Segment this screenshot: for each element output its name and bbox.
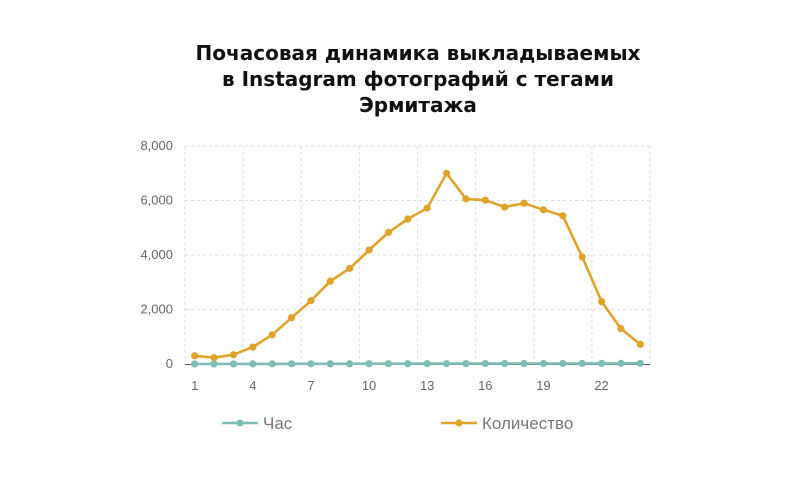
data-point [442, 360, 451, 368]
data-point [578, 253, 586, 261]
data-point [597, 297, 606, 306]
data-point [268, 331, 276, 339]
x-tick-label: 19 [536, 378, 550, 393]
series-line-1 [194, 362, 641, 366]
data-point [501, 203, 509, 211]
data-point [520, 199, 528, 207]
data-point [539, 359, 548, 368]
data-point [597, 359, 606, 368]
y-tick-label: 8,000 [140, 138, 173, 153]
data-point [462, 195, 470, 203]
series-line-2 [194, 172, 642, 360]
chart-title: Почасовая динамика выкладываемых в Insta… [0, 40, 800, 118]
data-point [539, 206, 548, 214]
data-point [287, 360, 296, 368]
x-tick-label: 4 [249, 378, 256, 393]
y-tick-label: 0 [166, 356, 173, 371]
data-point [191, 352, 199, 360]
data-point [442, 169, 451, 177]
data-point [520, 359, 528, 368]
data-point [268, 360, 276, 368]
data-point [423, 360, 431, 368]
data-point [404, 215, 412, 223]
data-point [462, 359, 470, 368]
data-point [501, 359, 509, 368]
data-point [617, 359, 625, 367]
data-point [210, 360, 218, 368]
data-point [404, 360, 412, 368]
data-point [346, 360, 354, 368]
data-point [326, 277, 334, 285]
data-point [384, 360, 393, 368]
x-tick-label: 7 [307, 378, 314, 393]
chart-title-line-2: в Instagram фотографий с тегами [221, 67, 615, 91]
data-point [249, 360, 257, 368]
legend-label-2: Количество [482, 414, 573, 433]
x-tick-label: 16 [478, 378, 492, 393]
legend-label-1: Час [263, 414, 293, 433]
data-point [559, 212, 567, 220]
data-point [481, 359, 489, 368]
data-point [229, 360, 238, 368]
data-point [636, 340, 644, 348]
y-tick-label: 2,000 [140, 302, 173, 317]
data-point [287, 314, 296, 322]
data-point [307, 360, 315, 368]
y-tick-label: 4,000 [140, 247, 173, 262]
x-tick-label: 13 [420, 378, 434, 393]
data-point [365, 246, 373, 254]
data-point [307, 297, 315, 305]
data-point [384, 228, 393, 236]
data-point [229, 351, 238, 359]
data-point [365, 360, 373, 368]
x-tick-label: 22 [594, 378, 608, 393]
data-point [559, 359, 567, 368]
chart-title-line-3: Эрмитажа [359, 93, 477, 117]
legend-swatch-marker [236, 419, 244, 427]
data-point [191, 360, 199, 368]
x-tick-label: 10 [362, 378, 376, 393]
y-tick-label: 6,000 [140, 193, 173, 208]
legend-swatch-marker [455, 419, 463, 427]
data-point [578, 359, 586, 368]
data-point [326, 360, 334, 368]
data-point [481, 196, 489, 204]
data-point [210, 354, 218, 362]
chart-title-line-1: Почасовая динамика выкладываемых [195, 41, 641, 65]
data-point [346, 264, 354, 272]
x-tick-label: 1 [191, 378, 198, 393]
data-point [423, 204, 431, 212]
data-point [617, 324, 625, 333]
data-point [636, 359, 644, 367]
data-point [249, 343, 257, 351]
